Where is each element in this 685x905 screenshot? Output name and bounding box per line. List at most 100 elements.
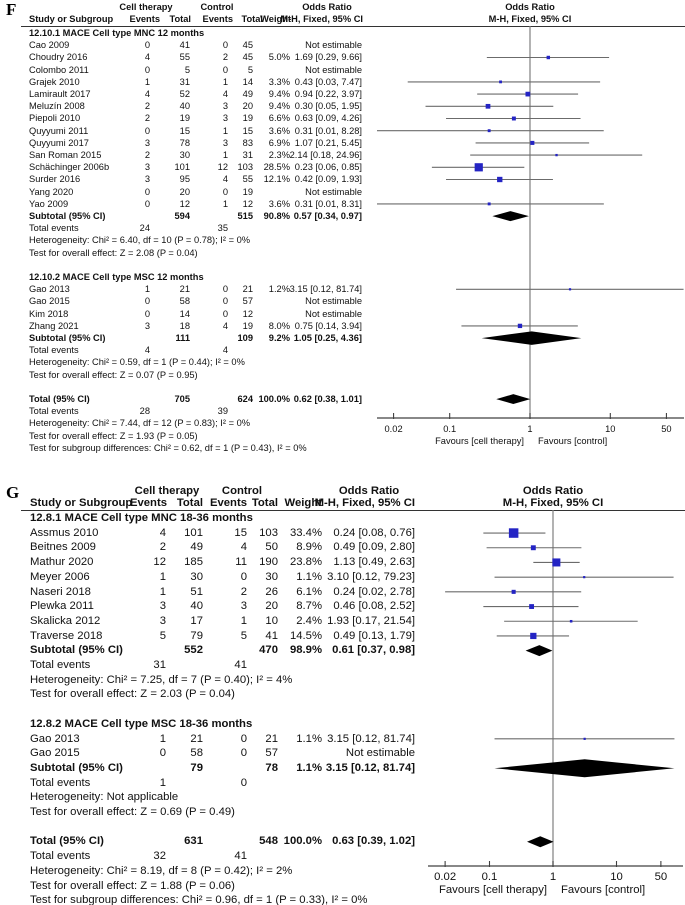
weight-value: 5.0% — [268, 52, 290, 63]
col-header-total: Total — [169, 13, 191, 24]
summary-label: Total (95% CI) — [29, 394, 90, 404]
weight-value: 9.4% — [268, 101, 290, 112]
or-ci-value: Not estimable — [305, 308, 362, 319]
control-total: 78 — [265, 761, 278, 774]
cell-total: 79 — [190, 629, 203, 642]
cell-events: 3 — [159, 600, 166, 613]
plot-header-mh-fixed: M-H, Fixed, 95% CI — [488, 13, 572, 24]
cell-events: 2 — [144, 150, 150, 160]
cell-events: 0 — [144, 64, 150, 75]
or-marker — [530, 545, 536, 551]
or-ci-value: 0.31 [0.01, 8.31] — [294, 198, 362, 209]
weight-value: 12.1% — [263, 174, 290, 185]
col-header-events: Events — [129, 497, 167, 509]
cell-total: 51 — [190, 585, 203, 598]
or-ci-value: 0.30 [0.05, 1.95] — [294, 101, 362, 112]
or-ci-value: 0.63 [0.39, 1.02] — [332, 835, 415, 848]
control-events: 3 — [222, 101, 228, 112]
or-marker — [511, 589, 516, 594]
col-header-control-total: Total — [241, 13, 263, 24]
control-events: 0 — [222, 64, 228, 75]
weight-value: 6.6% — [268, 113, 290, 124]
cell-total: 14 — [179, 308, 190, 319]
total-events-label: Total events — [29, 406, 79, 417]
section-title: 12.8.2 MACE Cell type MSC 18-36 months — [30, 717, 253, 730]
or-ci-value: 1.93 [0.17, 21.54] — [327, 614, 415, 627]
weight-value: 1.2% — [268, 284, 290, 295]
cell-total: 12 — [179, 198, 190, 209]
or-marker — [530, 140, 535, 145]
study-name: Lamirault 2017 — [29, 89, 91, 99]
control-total: 45 — [242, 52, 253, 63]
control-total: 57 — [265, 747, 278, 760]
stats-note: Heterogeneity: Not applicable — [30, 791, 179, 804]
or-ci-value: 0.75 [0.14, 3.94] — [294, 320, 362, 331]
cell-total: 20 — [179, 186, 190, 197]
total-events-cell-therapy: 32 — [153, 850, 166, 863]
control-events: 1 — [222, 125, 228, 136]
cell-total: 101 — [174, 162, 190, 173]
cell-events: 0 — [144, 198, 150, 209]
total-events-label: Total events — [30, 776, 91, 789]
study-name: San Roman 2015 — [29, 150, 102, 160]
control-total: 5 — [247, 64, 253, 75]
cell-events: 3 — [144, 320, 150, 331]
cell-total: 21 — [179, 284, 190, 295]
cell-events: 0 — [144, 296, 150, 307]
control-total: 12 — [242, 308, 253, 319]
control-events: 0 — [240, 747, 247, 760]
control-total: 19 — [242, 186, 253, 197]
axis-tick-label: 0.02 — [385, 424, 403, 434]
weight-value: 2.4% — [296, 614, 322, 627]
panel-label-g: G — [6, 483, 20, 502]
control-total: 103 — [259, 526, 278, 539]
study-name: Cao 2009 — [29, 40, 70, 51]
study-name: Gao 2015 — [29, 296, 70, 307]
cell-events: 0 — [144, 308, 150, 319]
cell-events: 0 — [144, 186, 150, 197]
control-total: 41 — [265, 629, 278, 642]
col-header-study: Study or Subgroup — [30, 497, 133, 509]
or-ci-value: 3.10 [0.12, 79.23] — [327, 570, 415, 583]
control-events: 1 — [222, 150, 228, 160]
col-group-odds-ratio: Odds Ratio — [338, 484, 400, 497]
col-header-mh-fixed: M-H, Fixed, 95% CI — [314, 497, 415, 509]
study-name: Gao 2013 — [29, 284, 70, 295]
cell-total: 30 — [179, 150, 190, 160]
stats-note: Test for subgroup differences: Chi² = 0.… — [30, 894, 368, 905]
weight-value: 3.6% — [268, 198, 290, 209]
study-name: Grajek 2010 — [29, 76, 80, 87]
control-events: 12 — [217, 162, 228, 173]
cell-total: 631 — [184, 835, 203, 848]
control-events: 4 — [222, 320, 228, 331]
total-events-control: 35 — [217, 223, 228, 234]
or-marker — [569, 619, 573, 623]
control-total: 20 — [265, 600, 278, 613]
stats-note: Test for overall effect: Z = 1.93 (P = 0… — [29, 430, 198, 441]
control-total: 20 — [242, 101, 253, 112]
or-marker — [555, 153, 558, 157]
or-ci-value: 1.69 [0.29, 9.66] — [294, 52, 362, 63]
study-name: Quyyumi 2017 — [29, 137, 89, 148]
control-total: 548 — [259, 835, 278, 848]
total-events-cell-therapy: 24 — [139, 223, 150, 234]
cell-events: 3 — [144, 137, 150, 148]
cell-events: 1 — [144, 76, 150, 87]
panel-label-f: F — [6, 0, 17, 19]
or-ci-value: Not estimable — [305, 64, 362, 75]
study-name: Yang 2020 — [29, 186, 74, 197]
or-marker — [583, 576, 586, 579]
or-ci-value: 0.31 [0.01, 8.28] — [294, 125, 362, 136]
or-ci-value: 0.23 [0.06, 0.85] — [294, 162, 362, 173]
study-name: Surder 2016 — [29, 174, 81, 185]
cell-total: 185 — [184, 556, 203, 569]
control-total: 50 — [265, 541, 278, 554]
cell-total: 705 — [174, 394, 190, 404]
weight-value: 6.1% — [296, 585, 322, 598]
stats-note: Test for overall effect: Z = 2.03 (P = 0… — [30, 688, 235, 701]
axis-tick-label: 0.1 — [443, 424, 456, 434]
stats-note: Heterogeneity: Chi² = 7.25, df = 7 (P = … — [30, 673, 293, 686]
or-ci-value: 0.24 [0.08, 0.76] — [333, 526, 415, 539]
cell-total: 17 — [190, 614, 203, 627]
col-header-control-total: Total — [251, 497, 278, 509]
